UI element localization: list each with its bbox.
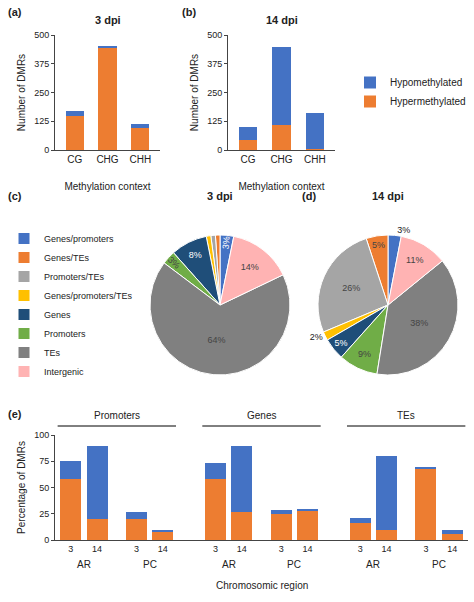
svg-text:3%: 3% xyxy=(165,254,183,271)
svg-text:Intergenic: Intergenic xyxy=(44,367,84,377)
svg-text:CHH: CHH xyxy=(129,154,151,165)
svg-text:AR: AR xyxy=(222,559,236,570)
svg-text:25: 25 xyxy=(39,509,49,519)
svg-text:Promoters: Promoters xyxy=(94,410,140,421)
svg-text:3: 3 xyxy=(423,544,428,554)
svg-text:3: 3 xyxy=(213,544,218,554)
svg-text:Genes: Genes xyxy=(247,410,276,421)
svg-text:Hypermethylated: Hypermethylated xyxy=(390,96,466,107)
svg-text:125: 125 xyxy=(207,116,222,126)
svg-text:Number of DMRs: Number of DMRs xyxy=(16,54,27,131)
svg-text:TEs: TEs xyxy=(44,348,61,358)
svg-text:(a): (a) xyxy=(8,6,22,18)
svg-text:26%: 26% xyxy=(342,283,360,293)
svg-text:0: 0 xyxy=(44,535,49,545)
svg-text:250: 250 xyxy=(207,88,222,98)
svg-text:AR: AR xyxy=(77,559,91,570)
svg-text:3%: 3% xyxy=(221,236,232,250)
svg-text:125: 125 xyxy=(34,116,49,126)
svg-text:CHG: CHG xyxy=(96,154,118,165)
svg-text:AR: AR xyxy=(366,559,380,570)
svg-text:(d): (d) xyxy=(302,190,316,202)
svg-text:38%: 38% xyxy=(410,318,428,328)
svg-text:Genes/promoters/TEs: Genes/promoters/TEs xyxy=(44,291,133,301)
svg-text:Methylation context: Methylation context xyxy=(238,181,324,192)
svg-text:TEs: TEs xyxy=(397,410,415,421)
svg-text:250: 250 xyxy=(34,88,49,98)
svg-text:Genes/promoters: Genes/promoters xyxy=(44,234,114,244)
svg-text:50: 50 xyxy=(39,483,49,493)
svg-text:Percentage of DMRs: Percentage of DMRs xyxy=(16,441,27,534)
svg-text:14: 14 xyxy=(237,544,247,554)
svg-text:3: 3 xyxy=(358,544,363,554)
svg-text:375: 375 xyxy=(207,59,222,69)
svg-text:5%: 5% xyxy=(372,240,385,250)
svg-text:14: 14 xyxy=(92,544,102,554)
svg-text:PC: PC xyxy=(432,559,446,570)
svg-text:100: 100 xyxy=(34,430,49,440)
svg-text:(b): (b) xyxy=(182,6,196,18)
svg-text:14 dpi: 14 dpi xyxy=(266,14,298,26)
svg-text:5%: 5% xyxy=(335,338,348,348)
svg-text:11%: 11% xyxy=(406,255,423,265)
svg-text:0: 0 xyxy=(44,145,49,155)
svg-text:0: 0 xyxy=(217,145,222,155)
svg-text:9%: 9% xyxy=(358,349,371,359)
svg-text:14: 14 xyxy=(381,544,391,554)
svg-text:PC: PC xyxy=(287,559,301,570)
svg-text:14: 14 xyxy=(447,544,457,554)
svg-text:14: 14 xyxy=(303,544,313,554)
svg-text:3: 3 xyxy=(134,544,139,554)
svg-text:3 dpi: 3 dpi xyxy=(95,14,121,26)
svg-text:PC: PC xyxy=(143,559,157,570)
svg-text:64%: 64% xyxy=(208,335,226,345)
svg-text:Number of DMRs: Number of DMRs xyxy=(189,54,200,131)
svg-text:14: 14 xyxy=(158,544,168,554)
svg-text:Promoters/TEs: Promoters/TEs xyxy=(44,272,105,282)
svg-text:3%: 3% xyxy=(397,225,410,235)
svg-text:3 dpi: 3 dpi xyxy=(207,190,233,202)
svg-text:Chromosomic region: Chromosomic region xyxy=(216,580,308,591)
svg-text:75: 75 xyxy=(39,456,49,466)
svg-text:CHG: CHG xyxy=(270,154,292,165)
svg-text:2%: 2% xyxy=(310,332,323,342)
svg-text:500: 500 xyxy=(207,30,222,40)
svg-text:14%: 14% xyxy=(241,262,259,272)
svg-text:3: 3 xyxy=(68,544,73,554)
svg-text:500: 500 xyxy=(34,30,49,40)
svg-text:(c): (c) xyxy=(8,190,22,202)
svg-text:Hypomethylated: Hypomethylated xyxy=(390,77,462,88)
svg-text:CG: CG xyxy=(241,154,256,165)
svg-text:CG: CG xyxy=(67,154,82,165)
svg-text:CHH: CHH xyxy=(304,154,326,165)
svg-text:Genes/TEs: Genes/TEs xyxy=(44,253,90,263)
svg-text:Promoters: Promoters xyxy=(44,329,86,339)
svg-text:Methylation context: Methylation context xyxy=(64,181,150,192)
svg-text:Genes: Genes xyxy=(44,310,71,320)
svg-text:14 dpi: 14 dpi xyxy=(372,190,404,202)
svg-text:375: 375 xyxy=(34,59,49,69)
svg-text:3: 3 xyxy=(279,544,284,554)
svg-text:(e): (e) xyxy=(8,408,22,420)
svg-text:8%: 8% xyxy=(189,250,202,260)
